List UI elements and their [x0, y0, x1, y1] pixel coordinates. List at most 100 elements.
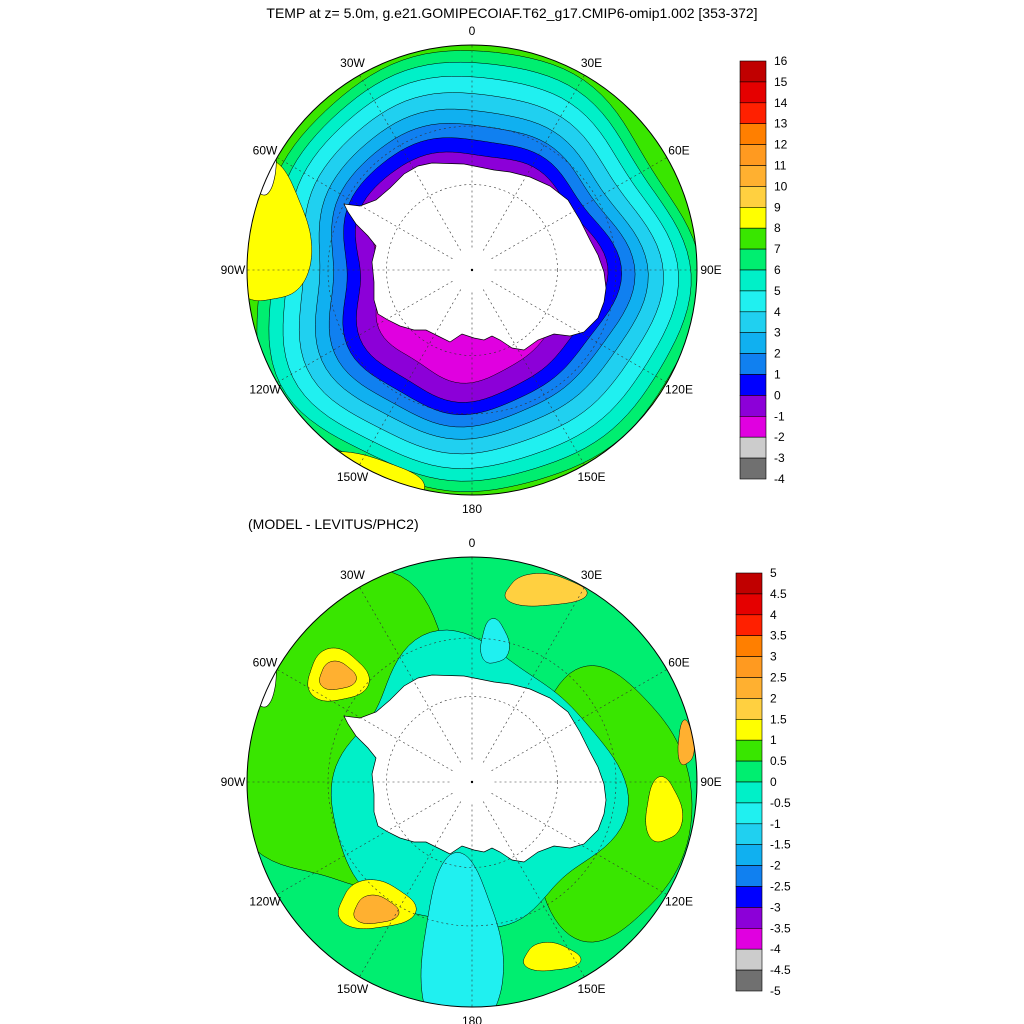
longitude-label: 30E	[581, 568, 602, 582]
colorbar-tick-label: -4	[770, 942, 781, 956]
longitude-label: 30E	[581, 56, 602, 70]
difference-title: (MODEL - LEVITUS/PHC2)	[248, 516, 419, 532]
meridian-line	[276, 669, 453, 772]
colorbar-swatch	[735, 907, 763, 929]
color-field	[247, 557, 697, 1007]
pole-point	[470, 268, 474, 272]
colorbar-swatch	[735, 635, 763, 657]
hot-core-60w	[319, 660, 357, 690]
colorbar-tick-label: 3.5	[770, 629, 787, 643]
colorbar-swatch	[739, 353, 767, 375]
colorbar-tick-label: -3.5	[770, 921, 791, 935]
color-field	[247, 45, 697, 495]
colorbar-swatch	[735, 865, 763, 887]
colorbar-swatch	[739, 269, 767, 292]
longitude-label: 90E	[700, 775, 721, 789]
meridian-line	[276, 280, 453, 383]
latitude-circle	[386, 696, 558, 868]
colorbar-tick-label: -1	[774, 409, 785, 423]
longitude-label: 150W	[337, 982, 369, 996]
colorbar-swatch	[739, 144, 767, 166]
colorbar-swatch	[735, 593, 763, 616]
colorbar-tick-label: -0.5	[770, 796, 791, 810]
colorbar-swatch	[735, 614, 763, 636]
longitude-label: 180	[462, 502, 482, 516]
colorbar-tick-label: -4	[774, 472, 785, 486]
warm-patch-20e	[504, 573, 588, 607]
longitude-label: 90E	[700, 263, 721, 277]
colorbar-tick-label: 2.5	[770, 671, 787, 685]
colorbar-tick-label: 14	[774, 96, 788, 110]
colorbar-swatch	[735, 969, 763, 992]
colorbar-tick-label: 1	[770, 733, 777, 747]
colorbar-swatch	[735, 656, 763, 678]
graticule	[247, 557, 697, 1007]
meridian-line	[359, 586, 462, 763]
longitude-label: 0	[469, 24, 476, 38]
colorbar-swatch	[739, 457, 767, 480]
meridian-line	[491, 280, 668, 383]
colorbar-tick-label: -2	[774, 430, 785, 444]
colorbar-tick-label: -2.5	[770, 880, 791, 894]
colorbar-swatch	[735, 844, 763, 866]
colorbar-swatch	[735, 823, 763, 845]
meridian-line	[482, 74, 585, 251]
colorbar-tick-label: 13	[774, 117, 788, 131]
map-boundary	[246, 556, 698, 1008]
longitude-label: 150E	[577, 982, 605, 996]
longitude-label: 90W	[221, 263, 246, 277]
colorbar-tick-label: 12	[774, 138, 788, 152]
colorbar-tick-label: -1	[770, 817, 781, 831]
colorbar-swatch	[739, 311, 767, 333]
colorbar-tick-label: 0	[770, 775, 777, 789]
difference-map-panel: 0 30E 60E 90E 120E 150E 180 150W 120W 90W 60W 30W	[221, 536, 722, 1024]
meridian-line	[491, 669, 668, 772]
antarctica-landmass	[343, 162, 607, 351]
colorbar-swatch	[735, 927, 763, 950]
colorbar-swatch	[739, 60, 767, 83]
colorbar-swatch	[739, 395, 767, 417]
meridian-line	[359, 74, 462, 251]
antarctica-landmass	[343, 674, 607, 863]
colorbar-swatch	[739, 186, 767, 208]
meridian-line	[491, 792, 668, 895]
longitude-label: 150W	[337, 470, 369, 484]
band-minus1-minus0.5	[420, 852, 504, 1007]
colorbar-swatch	[735, 802, 763, 825]
longitude-label: 120E	[665, 895, 693, 909]
longitude-label: 30W	[340, 568, 365, 582]
temperature-map-panel: 0 30E 60E 90E 120E 150E 180 150W 120W 90W 60W 30W	[221, 24, 722, 516]
colorbar-tick-label: 2	[774, 347, 781, 361]
warm-patch-90e	[645, 776, 683, 843]
meridian-line	[359, 289, 462, 466]
colorbar-tick-label: 9	[774, 200, 781, 214]
longitude-label: 150E	[577, 470, 605, 484]
colorbar-swatch	[735, 781, 763, 804]
map-boundary	[246, 44, 698, 496]
meridian-line	[276, 792, 453, 895]
longitude-label: 120W	[249, 895, 281, 909]
main-title: TEMP at z= 5.0m, g.e21.GOMIPECOIAF.T62_g…	[266, 5, 757, 21]
colorbar-tick-label: 7	[774, 242, 781, 256]
colorbar-swatch	[735, 886, 763, 908]
cool-patch-north	[480, 618, 510, 664]
meridian-line	[491, 157, 668, 260]
colorbar-swatch	[739, 374, 767, 396]
colorbar-swatch	[739, 81, 767, 104]
colorbar-swatch	[739, 290, 767, 313]
longitude-label: 0	[469, 536, 476, 550]
colorbar-tick-label: 1	[774, 368, 781, 382]
graticule	[247, 45, 697, 495]
colorbar-tick-label: 4.5	[770, 587, 787, 601]
warm-patch-150e	[523, 942, 582, 972]
colorbar-swatch	[739, 415, 767, 438]
colorbar-tick-label: -3	[774, 451, 785, 465]
longitude-label: 90W	[221, 775, 246, 789]
colorbar-swatch	[735, 698, 763, 720]
colorbar-swatch	[739, 332, 767, 354]
meridian-line	[359, 801, 462, 978]
longitude-label: 120W	[249, 383, 281, 397]
meridian-line	[276, 157, 453, 260]
colorbar-tick-label: 11	[774, 159, 787, 173]
colorbar-swatch	[739, 436, 767, 459]
